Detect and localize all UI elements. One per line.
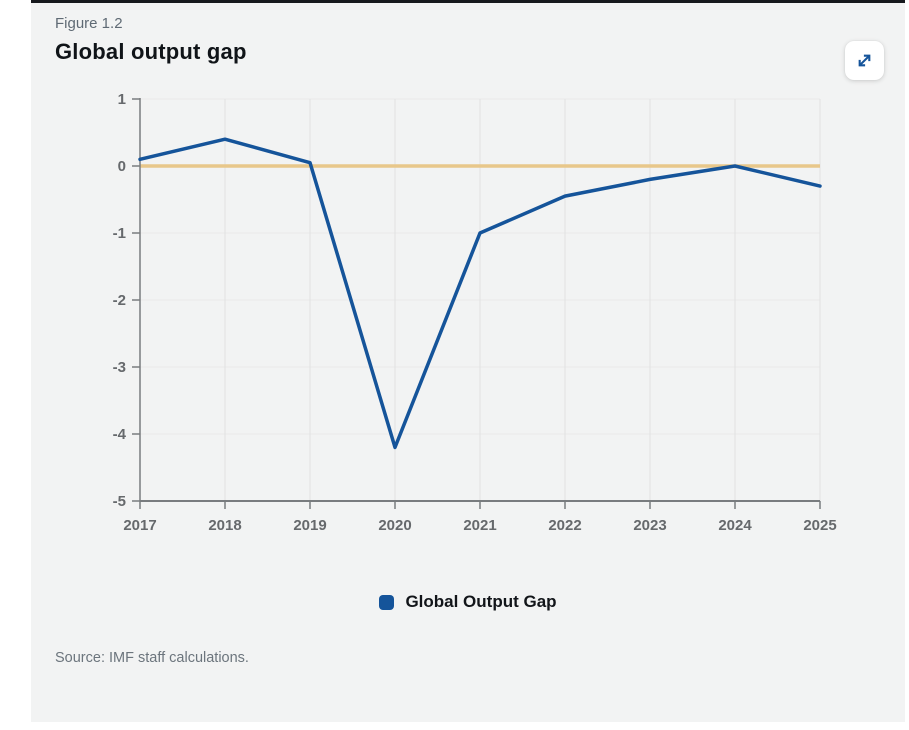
x-tick-label: 2017: [123, 517, 156, 534]
source-note: Source: IMF staff calculations.: [55, 650, 249, 666]
y-tick-label: -1: [113, 225, 126, 242]
x-tick-label: 2025: [803, 517, 836, 534]
x-tick-label: 2019: [293, 517, 326, 534]
x-tick-label: 2024: [718, 517, 752, 534]
x-tick-label: 2018: [208, 517, 241, 534]
legend-label: Global Output Gap: [405, 592, 557, 611]
y-tick-label: 1: [118, 92, 126, 108]
expand-icon: [854, 50, 875, 71]
legend: Global Output Gap: [31, 592, 905, 612]
y-tick-label: 0: [118, 158, 126, 175]
x-tick-label: 2023: [633, 517, 666, 534]
y-tick-label: -2: [113, 292, 126, 309]
figure-label: Figure 1.2: [55, 15, 123, 32]
figure-card: Figure 1.2 Global output gap 1 0 -1 -2 -3 -4 -…: [31, 0, 905, 722]
data-line-global-output-gap: [138, 137, 822, 450]
x-tick-label: 2021: [463, 517, 496, 534]
y-tick-label: -3: [113, 359, 126, 376]
legend-item-global-output-gap[interactable]: Global Output Gap: [379, 592, 557, 612]
y-tick-label: -4: [113, 426, 127, 443]
x-tick-label: 2022: [548, 517, 581, 534]
legend-swatch: [379, 594, 395, 610]
output-gap-chart: 1 0 -1 -2 -3 -4 -5 2017 2018 2019 2020 2021 2022 2023…: [113, 92, 837, 534]
card-header: Figure 1.2 Global output gap: [31, 3, 905, 67]
y-tick-label: -5: [113, 493, 126, 510]
expand-button[interactable]: [845, 41, 884, 80]
page-title: Global output gap: [55, 39, 247, 64]
x-tick-label: 2020: [378, 517, 411, 534]
